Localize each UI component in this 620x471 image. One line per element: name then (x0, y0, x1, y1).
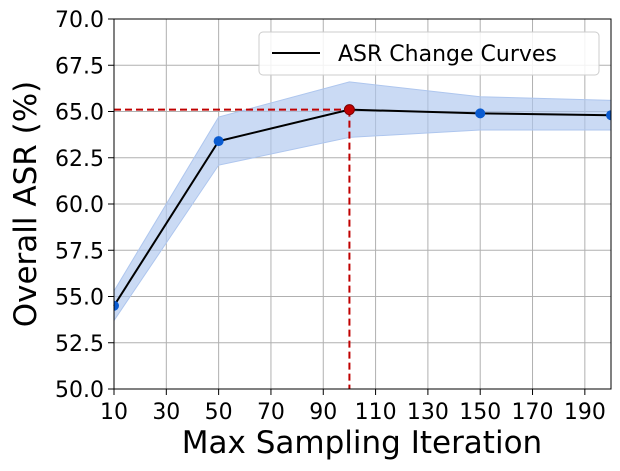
x-tick-label: 90 (309, 400, 337, 425)
legend: ASR Change Curves (258, 31, 600, 76)
y-tick-label: 70.0 (55, 8, 104, 33)
x-tick-label: 150 (459, 400, 501, 425)
confidence-band (113, 81, 612, 323)
y-axis-label: Overall ASR (%) (8, 81, 44, 328)
x-tick-label: 30 (152, 400, 180, 425)
x-tick-label: 110 (355, 400, 397, 425)
data-point (475, 108, 486, 119)
y-tick-label: 67.5 (55, 54, 104, 79)
data-point (213, 136, 224, 147)
x-tick-label: 170 (512, 400, 554, 425)
y-axis-ticks: 50.0 52.5 55.0 57.5 60.0 62.5 65.0 67.5 70.0 (55, 8, 114, 403)
highlight-point (343, 104, 355, 116)
data-point (606, 110, 611, 121)
x-tick-label: 130 (407, 400, 449, 425)
confidence-band-area (113, 81, 612, 323)
y-tick-label: 60.0 (55, 193, 104, 218)
highlight-reference-lines (114, 108, 351, 389)
legend-box (258, 31, 600, 76)
y-tick-label: 65.0 (55, 101, 104, 126)
legend-label: ASR Change Curves (338, 42, 557, 67)
data-point (114, 300, 119, 311)
y-tick-label: 55.0 (55, 286, 104, 311)
y-tick-label: 50.0 (55, 378, 104, 403)
y-tick-label: 57.5 (55, 239, 104, 264)
x-tick-label: 50 (205, 400, 233, 425)
x-axis-label: Max Sampling Iteration (182, 425, 542, 461)
y-tick-label: 52.5 (55, 332, 104, 357)
y-tick-label: 62.5 (55, 147, 104, 172)
x-tick-label: 70 (257, 400, 285, 425)
x-axis-ticks: 10 30 50 70 90 110 130 150 170 190 (100, 389, 606, 425)
data-points (114, 104, 611, 311)
x-tick-label: 10 (100, 400, 128, 425)
x-tick-label: 190 (564, 400, 606, 425)
